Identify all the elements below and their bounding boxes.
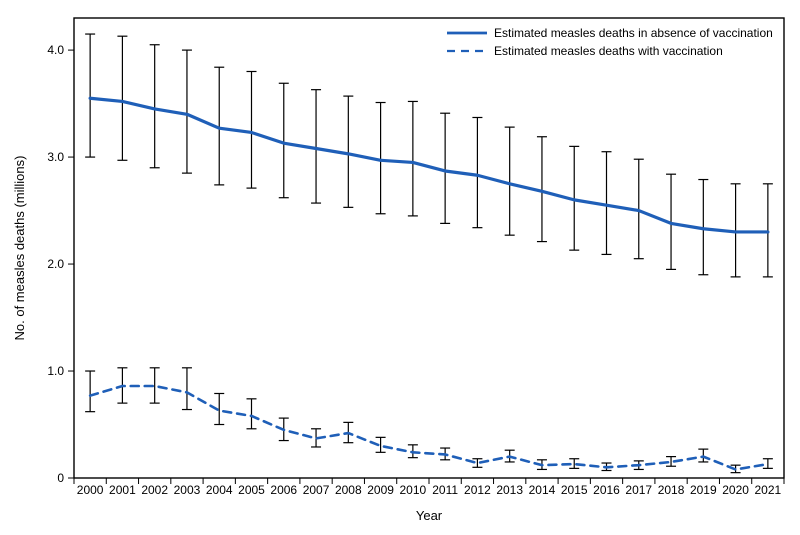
x-tick-label: 2017 (625, 483, 652, 497)
x-tick-label: 2015 (561, 483, 588, 497)
legend-label: Estimated measles deaths with vaccinatio… (494, 44, 723, 58)
x-tick-label: 2018 (658, 483, 685, 497)
x-tick-label: 2010 (400, 483, 427, 497)
x-tick-label: 2014 (529, 483, 556, 497)
x-tick-label: 2013 (496, 483, 523, 497)
x-tick-label: 2005 (238, 483, 265, 497)
x-tick-label: 2002 (141, 483, 168, 497)
legend-label: Estimated measles deaths in absence of v… (494, 26, 773, 40)
x-tick-label: 2004 (206, 483, 233, 497)
x-tick-label: 2016 (593, 483, 620, 497)
x-tick-label: 2020 (722, 483, 749, 497)
y-tick-label: 0 (57, 471, 64, 485)
y-tick-label: 4.0 (47, 43, 64, 57)
x-tick-label: 2007 (303, 483, 330, 497)
x-axis-label: Year (416, 508, 443, 523)
y-axis-label: No. of measles deaths (millions) (12, 156, 27, 341)
chart-container: 0 1.0 2.0 3.0 4.0 2000 2001 2002 2003 2004 2005 200… (0, 0, 800, 535)
measles-deaths-chart: 0 1.0 2.0 3.0 4.0 2000 2001 2002 2003 2004 2005 200… (0, 0, 800, 535)
x-tick-label: 2011 (432, 483, 458, 497)
y-tick-label: 1.0 (47, 364, 64, 378)
x-tick-label: 2006 (270, 483, 297, 497)
x-tick-label: 2001 (109, 483, 136, 497)
x-tick-label: 2009 (367, 483, 394, 497)
x-tick-label: 2021 (755, 483, 782, 497)
x-tick-label: 2019 (690, 483, 717, 497)
x-tick-label: 2003 (174, 483, 201, 497)
x-tick-label: 2008 (335, 483, 362, 497)
x-tick-label: 2012 (464, 483, 491, 497)
y-tick-label: 3.0 (47, 150, 64, 164)
y-tick-label: 2.0 (47, 257, 64, 271)
x-tick-label: 2000 (77, 483, 104, 497)
